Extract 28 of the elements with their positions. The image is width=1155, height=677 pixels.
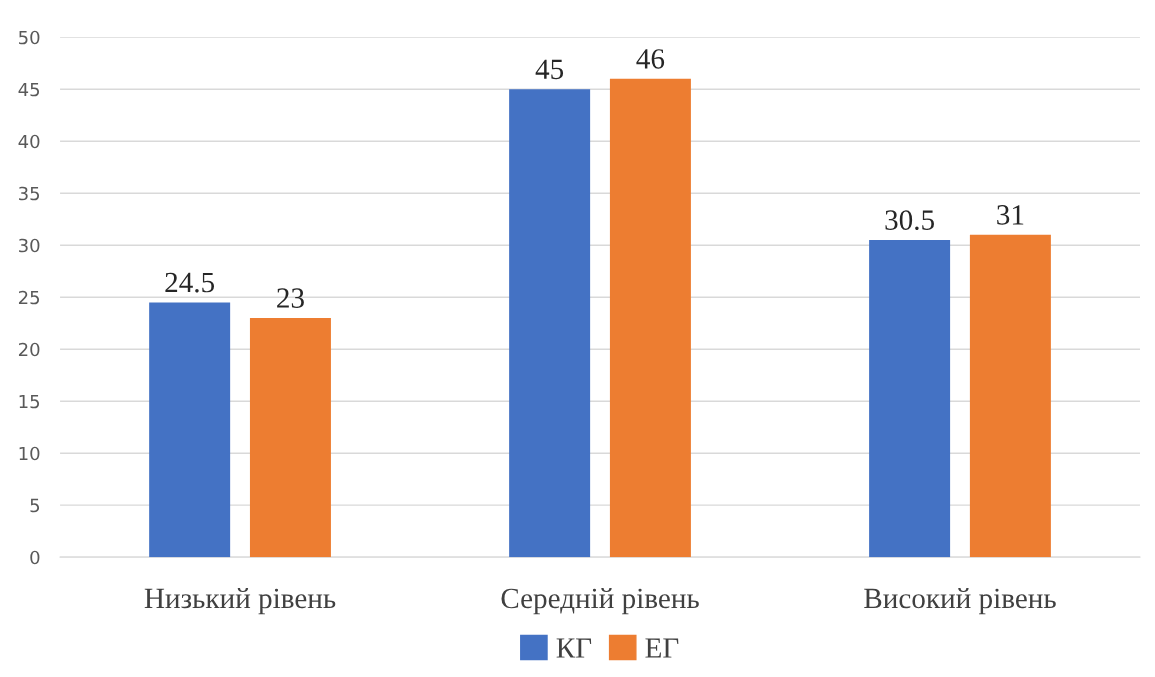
data-label: 24.5 bbox=[165, 272, 215, 293]
legend-label: КГ bbox=[556, 638, 592, 658]
y-tick-label: 50 bbox=[19, 30, 40, 45]
y-tick-label: 0 bbox=[30, 550, 40, 565]
bar bbox=[609, 78, 691, 558]
y-tick-label: 30 bbox=[19, 238, 40, 253]
x-tick-label: Низький рівень bbox=[144, 588, 336, 615]
y-tick-label: 10 bbox=[19, 446, 40, 461]
legend-label: ЕГ bbox=[645, 638, 679, 658]
x-tick-label: Високий рівень bbox=[864, 588, 1056, 615]
bar bbox=[509, 89, 591, 558]
data-label: 23 bbox=[277, 288, 304, 308]
y-tick-label: 45 bbox=[18, 82, 40, 97]
data-label: 45 bbox=[535, 59, 564, 80]
bar bbox=[149, 302, 231, 558]
data-label: 46 bbox=[636, 49, 665, 69]
y-tick-label: 20 bbox=[18, 342, 40, 357]
x-tick-label: Середній рівень bbox=[501, 588, 699, 615]
data-label: 31 bbox=[997, 205, 1024, 225]
bar bbox=[249, 318, 331, 558]
y-tick-label: 15 bbox=[19, 394, 40, 409]
y-tick-label: 5 bbox=[30, 498, 40, 513]
bar bbox=[869, 240, 951, 558]
data-label: 30.5 bbox=[885, 210, 934, 231]
y-tick-label: 25 bbox=[18, 290, 40, 305]
y-tick-label: 40 bbox=[18, 134, 40, 149]
bar bbox=[969, 234, 1051, 558]
y-tick-label: 35 bbox=[19, 186, 40, 201]
